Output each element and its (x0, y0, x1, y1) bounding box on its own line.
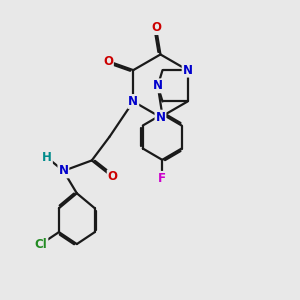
Text: N: N (128, 95, 138, 108)
Text: N: N (58, 164, 68, 177)
Text: O: O (108, 170, 118, 183)
Text: F: F (158, 172, 166, 185)
Text: N: N (155, 111, 166, 124)
Text: O: O (103, 55, 113, 68)
Text: Cl: Cl (34, 238, 47, 250)
Text: N: N (153, 79, 163, 92)
Text: N: N (183, 64, 193, 76)
Text: O: O (151, 21, 161, 34)
Text: H: H (42, 151, 52, 164)
